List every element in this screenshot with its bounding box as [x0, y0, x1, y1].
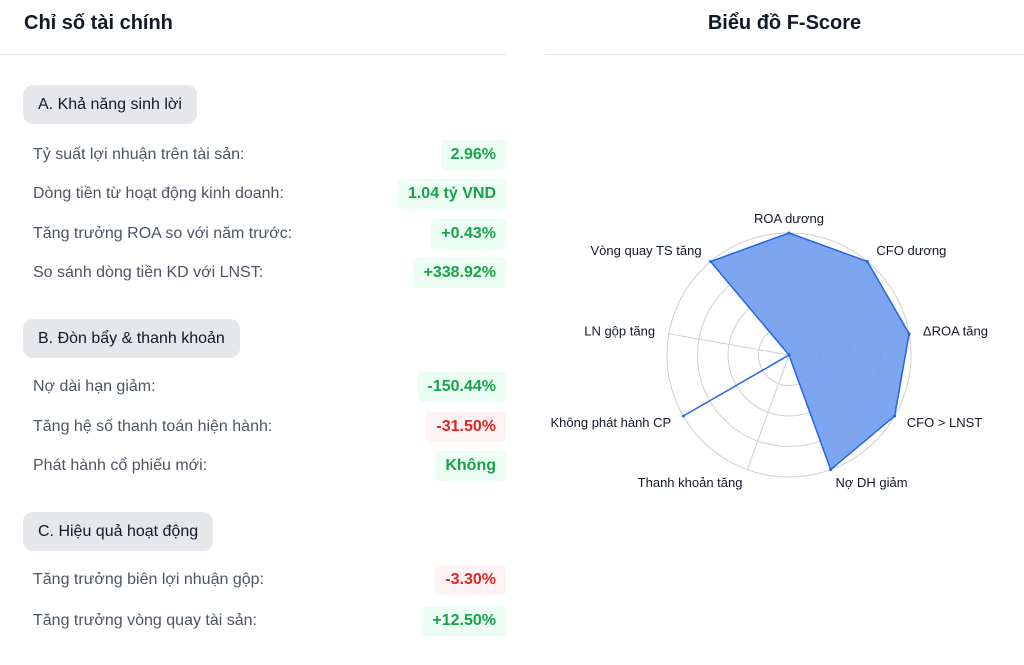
metric-row: Tăng hệ số thanh toán hiện hành: -31.50%: [33, 411, 506, 443]
metric-value: +12.50%: [422, 606, 506, 636]
metric-row: Tăng trưởng vòng quay tài sản: +12.50%: [33, 605, 506, 637]
radar-data-point: [829, 468, 833, 472]
radar-axis-label: Nợ DH giảm: [836, 475, 908, 490]
radar-data-point: [681, 414, 685, 418]
section-operating-efficiency: C. Hiệu quả hoạt động: [23, 512, 214, 551]
financial-metrics-panel: Chỉ số tài chính A. Khả năng sinh lời Tỷ…: [0, 12, 506, 637]
metric-label: So sánh dòng tiền KD với LNST:: [33, 264, 264, 281]
metric-value: Không: [435, 451, 506, 481]
radar-axis-label: Thanh khoản tăng: [638, 475, 743, 490]
radar-data-point: [787, 353, 791, 357]
radar-axis-label: ROA dương: [754, 211, 824, 226]
fscore-chart-panel: Biểu đồ F-Score ROA dương CFO dương ΔROA t…: [545, 0, 1024, 665]
financial-metrics-title: Chỉ số tài chính: [24, 12, 173, 34]
radar-axis-label: CFO > LNST: [907, 415, 983, 430]
radar-axis-line: [746, 354, 790, 470]
metric-value: 1.04 tỷ VND: [397, 179, 506, 209]
radar-data-point: [709, 260, 713, 264]
radar-axis-line: [668, 333, 790, 356]
radar-series-polygon: [682, 232, 910, 471]
metric-value: +0.43%: [431, 219, 506, 249]
fscore-radar-chart: ROA dương CFO dương ΔROA tăng CFO > LNST Nợ …: [551, 211, 988, 490]
metric-row: Dòng tiền từ hoạt động kinh doanh: 1.04 …: [33, 178, 506, 210]
title-divider: [0, 54, 506, 55]
metric-value: +338.92%: [413, 258, 506, 288]
metric-row: Tăng trưởng ROA so với năm trước: +0.43%: [33, 218, 506, 250]
metric-label: Phát hành cổ phiếu mới:: [33, 457, 208, 474]
metric-row: Tăng trưởng biên lợi nhuận gộp: -3.30%: [33, 564, 506, 596]
title-divider: [545, 54, 1024, 55]
metric-value: -3.30%: [435, 565, 506, 595]
radar-data-point: [865, 260, 869, 264]
metric-label: Tăng trưởng ROA so với năm trước:: [33, 225, 293, 242]
section-leverage-liquidity: B. Đòn bẩy & thanh khoản: [23, 319, 240, 358]
metric-value: -31.50%: [426, 412, 506, 442]
metric-label: Tăng hệ số thanh toán hiện hành:: [33, 418, 273, 435]
metric-value: -150.44%: [417, 372, 506, 402]
metric-row: So sánh dòng tiền KD với LNST: +338.92%: [33, 257, 506, 289]
metric-label: Tăng trưởng vòng quay tài sản:: [33, 612, 257, 629]
metric-label: Dòng tiền từ hoạt động kinh doanh:: [33, 185, 284, 202]
section-profitability: A. Khả năng sinh lời: [23, 85, 197, 124]
radar-data-point: [907, 332, 911, 336]
radar-data-point: [787, 231, 791, 235]
metric-row: Phát hành cổ phiếu mới: Không: [33, 450, 506, 482]
radar-axis-label: Không phát hành CP: [551, 415, 672, 430]
fscore-chart-title: Biểu đồ F-Score: [707, 12, 862, 34]
metric-label: Nợ dài hạn giảm:: [33, 378, 156, 395]
metric-label: Tỷ suất lợi nhuận trên tài sản:: [33, 146, 245, 163]
radar-data-point: [893, 414, 897, 418]
metric-value: 2.96%: [440, 140, 506, 170]
metric-label: Tăng trưởng biên lợi nhuận gộp:: [33, 571, 264, 588]
radar-axis-label: LN gộp tăng: [584, 323, 655, 338]
metric-row: Tỷ suất lợi nhuận trên tài sản: 2.96%: [33, 139, 506, 171]
radar-axis-label: Vòng quay TS tăng: [591, 243, 702, 258]
metric-row: Nợ dài hạn giảm: -150.44%: [33, 371, 506, 403]
radar-axis-label: ΔROA tăng: [923, 323, 988, 338]
radar-axis-label: CFO dương: [876, 243, 946, 258]
